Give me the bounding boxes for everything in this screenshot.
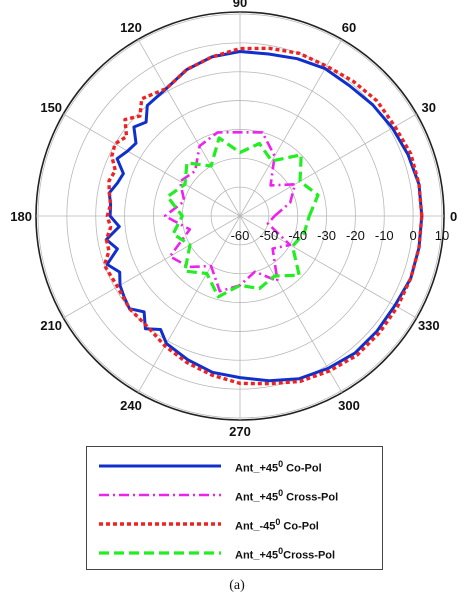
series-line-3 (165, 136, 320, 299)
radial-tick-label: 0 (410, 228, 417, 243)
angle-spoke-330 (239, 215, 417, 319)
angle-tick-label: 120 (120, 20, 142, 35)
legend-swatch-0 (99, 464, 221, 468)
angle-tick-label: 300 (338, 398, 360, 413)
radial-tick-label: -50 (259, 228, 278, 243)
legend-entry-0: Ant_+450 Co-Pol (87, 455, 382, 477)
legend-entry-1: Ant_+450 Cross-Pol (87, 484, 382, 506)
legend-entry-2: Ant_-450 Co-Pol (87, 513, 382, 535)
angle-tick-label: 0 (450, 209, 457, 224)
angle-tick-label: 210 (40, 318, 62, 333)
radial-tick-label: -10 (375, 228, 394, 243)
angle-tick-label: 90 (233, 0, 247, 10)
angle-spoke-300 (239, 215, 343, 393)
radial-tick-label: -40 (288, 228, 307, 243)
legend-label-3: Ant_+450Cross-Pol (235, 546, 336, 562)
polar-grid (35, 11, 445, 421)
legend-swatch-3 (99, 551, 221, 555)
legend-label-1: Ant_+450 Cross-Pol (235, 488, 339, 504)
angle-tick-label: 330 (418, 318, 440, 333)
radial-tick-label: 10 (435, 228, 449, 243)
angle-spoke-120 (137, 39, 241, 217)
legend-label-2: Ant_-450 Co-Pol (235, 517, 319, 533)
series-line-1 (163, 131, 297, 293)
angle-spoke-30 (239, 113, 417, 217)
angle-tick-label: 270 (229, 424, 251, 439)
legend-label-0: Ant_+450 Co-Pol (235, 459, 322, 475)
angle-spoke-150 (63, 113, 241, 217)
series-line-2 (102, 46, 424, 386)
legend-swatch-1 (99, 493, 221, 497)
polar-plot: -60 -50 -40 -30 -20 -10 0 100306090120150180210… (10, 0, 457, 439)
axis-labels: -60 -50 -40 -30 -20 -10 0 100306090120150180210… (10, 0, 457, 439)
radial-tick-label: -30 (317, 228, 336, 243)
figure-caption: (a) (229, 578, 245, 593)
angle-tick-label: 150 (40, 100, 62, 115)
series-layer (102, 46, 424, 386)
angle-spoke-240 (137, 215, 241, 393)
angle-tick-label: 180 (10, 209, 32, 224)
radial-tick-label: -20 (346, 228, 365, 243)
legend-entry-3: Ant_+450Cross-Pol (87, 542, 382, 564)
angle-tick-label: 60 (342, 20, 356, 35)
legend-swatch-2 (99, 522, 221, 526)
angle-tick-label: 240 (120, 398, 142, 413)
series-line-0 (104, 50, 424, 383)
legend: Ant_+450 Co-Pol Ant_+450 Cross-Pol Ant_-45… (86, 446, 383, 570)
radial-tick-label: -60 (231, 228, 250, 243)
angle-spoke-210 (63, 215, 241, 319)
angle-tick-label: 30 (422, 100, 436, 115)
